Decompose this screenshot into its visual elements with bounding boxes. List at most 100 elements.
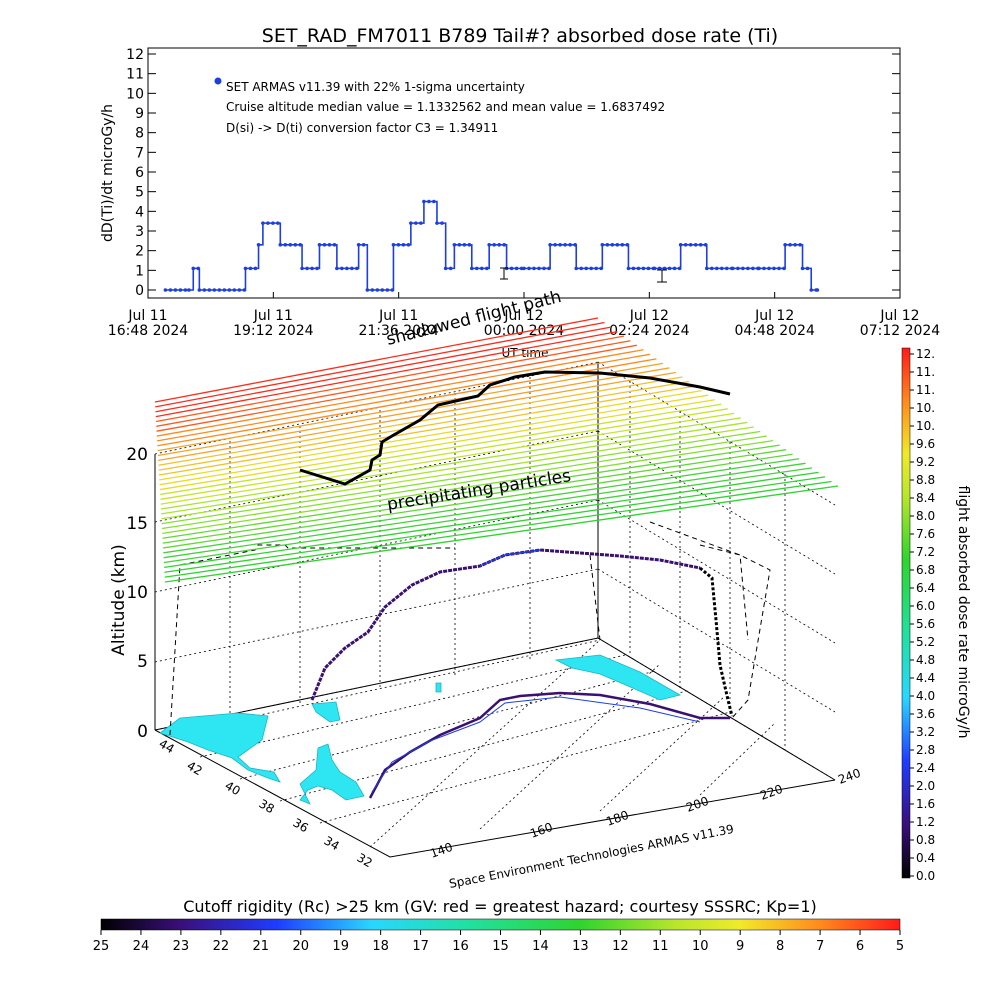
cutoff-colorbar-gradient [100, 918, 901, 931]
data-point [547, 266, 551, 271]
data-point [276, 221, 280, 225]
legend-marker [214, 77, 222, 85]
colorbar-tick-label: 11. [916, 365, 935, 379]
y-tick-label: 5 [135, 185, 144, 201]
data-point [419, 221, 423, 225]
data-point [584, 266, 589, 271]
lon-tick: 200 [684, 794, 710, 815]
data-point [401, 242, 406, 247]
cutoff-tick-label: 14 [532, 939, 549, 954]
colorbar-tick-label: 6.0 [916, 599, 935, 613]
y-tick-label: 6 [135, 165, 144, 181]
data-point [163, 288, 168, 292]
particle-line [159, 394, 709, 486]
data-point [542, 266, 546, 271]
z-tick: 5 [137, 652, 148, 672]
lat-tick: 40 [223, 778, 243, 798]
data-point [355, 266, 359, 271]
data-point [772, 266, 776, 271]
data-point [646, 266, 651, 271]
data-point [574, 266, 579, 271]
track-segment [479, 549, 541, 567]
cutoff-tick-label: 21 [253, 939, 270, 954]
data-point [662, 266, 667, 271]
x-tick-label: 07:12 2024 [860, 323, 941, 339]
particle-line [163, 453, 793, 549]
x-tick-label: Jul 12 [754, 308, 794, 324]
x-tick-label: 19:12 2024 [233, 323, 314, 339]
data-point [409, 221, 413, 225]
data-point [356, 242, 361, 247]
top-plot-y-label: dD(Ti)/dt microGy/h [100, 104, 116, 242]
landmass-shapes [159, 654, 682, 805]
3d-box-edges [154, 362, 836, 858]
data-point [288, 242, 293, 247]
data-point [261, 221, 265, 225]
data-point [202, 288, 207, 292]
particle-line [156, 340, 631, 427]
data-point [777, 266, 781, 271]
landmass [159, 712, 281, 783]
particle-line [163, 462, 806, 559]
lat-tick: 44 [157, 736, 177, 756]
data-point [589, 266, 594, 271]
data-point [350, 266, 354, 271]
y-tick-label: 0 [135, 283, 144, 299]
data-point [626, 266, 631, 271]
lat-tick: 42 [185, 758, 205, 778]
stat-line: Cruise altitude median value = 1.1332562… [226, 100, 665, 114]
data-point [497, 242, 501, 247]
dose-colorbar-gradient [901, 347, 911, 879]
cutoff-tick-label: 25 [93, 939, 110, 954]
data-point [448, 266, 453, 271]
data-point [599, 266, 604, 271]
particle-line [160, 417, 741, 510]
colorbar-tick-label: 5.6 [916, 617, 935, 631]
data-point [698, 242, 703, 247]
particle-line [163, 467, 813, 564]
chart-title: SET_RAD_FM7011 B789 Tail#? absorbed dose… [262, 25, 778, 47]
data-point [532, 266, 536, 271]
longitude-axis: 140 160 180 200 220 240 [428, 766, 862, 861]
altitude-track [310, 548, 701, 701]
data-point [798, 242, 802, 247]
data-point [610, 242, 615, 247]
data-point [757, 266, 761, 271]
data-point [767, 266, 771, 271]
particle-line [162, 449, 787, 544]
dashed-projections [169, 521, 771, 736]
dose-rate-series [163, 199, 820, 292]
z-tick: 15 [126, 514, 148, 534]
data-point [300, 266, 304, 271]
data-point [266, 221, 270, 225]
data-point [762, 266, 766, 271]
landmass [435, 682, 442, 693]
data-point [667, 266, 672, 271]
data-point [492, 242, 496, 247]
precipitating-particles-sheet [154, 317, 839, 583]
data-point [657, 266, 662, 271]
data-point [432, 199, 436, 204]
x-tick-label: Jul 11 [127, 308, 167, 324]
cutoff-colorbar-ticks: 25 24 23 22 21 20 19 18 17 16 15 14 13 12 11 10 9 8 7 6 5 [93, 930, 904, 954]
ground-track [368, 691, 730, 799]
particle-line [157, 353, 651, 442]
data-point [579, 266, 584, 271]
cutoff-tick-label: 19 [332, 939, 349, 954]
data-point [380, 288, 385, 292]
data-point [322, 242, 327, 247]
data-point [217, 288, 222, 292]
x-tick-label: 16:48 2024 [108, 323, 189, 339]
y-tick-label: 8 [135, 126, 144, 142]
error-bars [500, 267, 667, 283]
data-point [283, 242, 288, 247]
data-point [457, 242, 462, 247]
data-point [315, 266, 319, 271]
data-point [375, 288, 380, 292]
colorbar-tick-label: 1.6 [916, 797, 935, 811]
data-point [440, 221, 444, 225]
dose-colorbar-ticks: 0.0 0.4 0.8 1.2 1.6 2.0 2.4 2.8 3.2 3.6 4.0 4.4 4.8 5… [910, 347, 935, 883]
x-tick-label: Jul 12 [629, 308, 669, 324]
